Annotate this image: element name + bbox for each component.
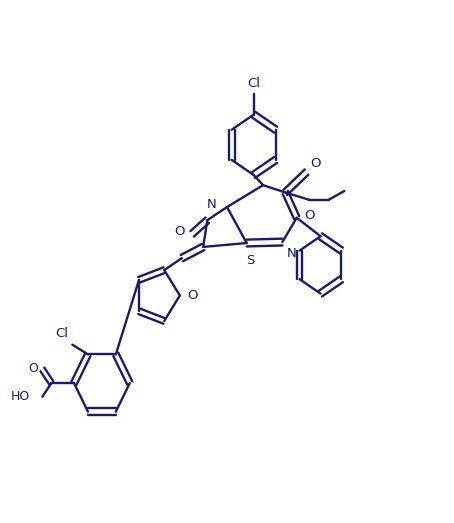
- Text: HO: HO: [11, 390, 30, 403]
- Text: O: O: [187, 289, 197, 302]
- Text: O: O: [310, 156, 321, 169]
- Text: Cl: Cl: [55, 327, 68, 340]
- Text: O: O: [174, 225, 185, 238]
- Text: O: O: [304, 209, 314, 222]
- Text: Cl: Cl: [247, 77, 260, 90]
- Text: S: S: [246, 254, 254, 267]
- Text: N: N: [286, 247, 296, 260]
- Text: O: O: [29, 362, 38, 375]
- Text: N: N: [207, 198, 217, 211]
